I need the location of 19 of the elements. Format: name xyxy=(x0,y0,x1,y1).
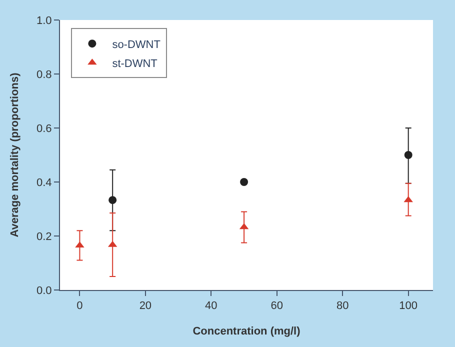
y-tick-label: 0.6 xyxy=(36,122,52,135)
x-tick-label: 80 xyxy=(336,300,349,312)
point xyxy=(108,196,117,204)
text: 1.0 xyxy=(36,14,52,27)
x-tick-label: 40 xyxy=(205,300,218,312)
y-axis-title: Average mortality (proportions) xyxy=(9,72,22,238)
x-axis-title: Concentration (mg/l) xyxy=(192,325,301,338)
legend-label: so-DWNT xyxy=(112,38,161,51)
point xyxy=(404,151,412,159)
y-tick-label: 0.4 xyxy=(36,176,52,189)
point xyxy=(240,178,248,186)
legend-label: st-DWNT xyxy=(112,58,158,70)
x-tick-label: 20 xyxy=(139,300,152,312)
y-tick-label: 0.2 xyxy=(36,230,52,243)
x-tick-label: 0 xyxy=(76,300,83,312)
y-tick-label: 0.8 xyxy=(36,68,52,81)
x-tick-label: 100 xyxy=(399,300,418,312)
x-tick-label: 60 xyxy=(270,300,284,312)
text: 0.0 xyxy=(36,284,52,297)
